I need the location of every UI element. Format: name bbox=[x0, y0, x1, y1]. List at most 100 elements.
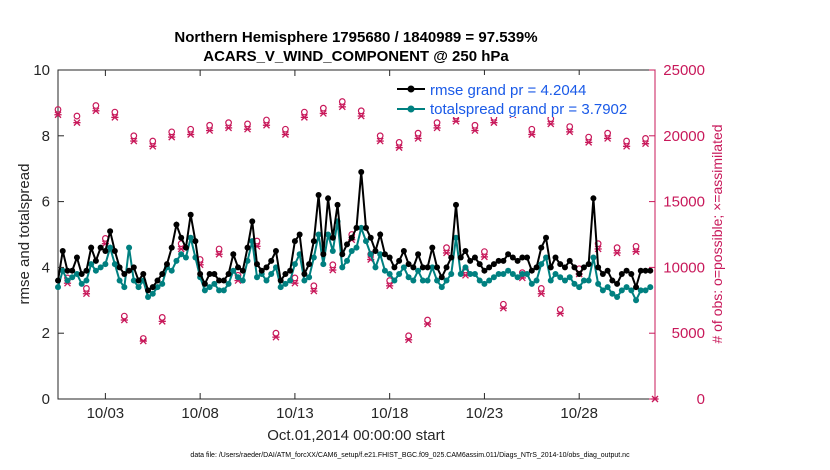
totalspread-point bbox=[320, 261, 327, 268]
obs-assimilated-point bbox=[585, 138, 593, 146]
obs-assimilated-point bbox=[499, 304, 507, 312]
totalspread-point bbox=[206, 284, 213, 291]
obs-possible-point bbox=[187, 125, 195, 133]
rmse-point bbox=[92, 257, 99, 264]
totalspread-point bbox=[618, 287, 625, 294]
rmse-point bbox=[296, 231, 303, 238]
rmse-point bbox=[538, 244, 545, 251]
totalspread-point bbox=[55, 284, 61, 291]
obs-assimilated-point bbox=[528, 131, 536, 138]
totalspread-point bbox=[230, 267, 237, 274]
totalspread-point bbox=[434, 277, 441, 284]
rmse-point bbox=[97, 244, 104, 251]
rmse-point bbox=[372, 247, 379, 254]
totalspread-point bbox=[178, 251, 185, 258]
totalspread-point bbox=[490, 274, 497, 281]
rmse-point bbox=[140, 270, 147, 277]
totalspread-point bbox=[424, 277, 431, 284]
rmse-point bbox=[614, 280, 621, 287]
totalspread-point bbox=[111, 261, 118, 268]
rmse-point bbox=[249, 218, 256, 225]
obs-assimilated-point bbox=[262, 121, 271, 129]
rmse-point bbox=[310, 238, 317, 245]
totalspread-point bbox=[609, 290, 616, 297]
obs-possible-point bbox=[537, 285, 545, 292]
rmse-point bbox=[490, 261, 497, 268]
totalspread-point bbox=[381, 267, 388, 274]
totalspread-point bbox=[102, 261, 109, 268]
x-tick-label: 10/13 bbox=[276, 405, 314, 422]
totalspread-point bbox=[121, 284, 128, 291]
totalspread-point bbox=[263, 277, 270, 284]
obs-possible-point bbox=[215, 245, 223, 253]
obs-assimilated-point bbox=[281, 131, 290, 138]
totalspread-point bbox=[201, 287, 208, 294]
obs-assimilated-point bbox=[310, 287, 318, 295]
totalspread-point bbox=[315, 231, 322, 238]
rmse-point bbox=[557, 261, 564, 268]
obs-possible-point bbox=[471, 121, 479, 129]
obs-assimilated-point bbox=[329, 266, 337, 274]
totalspread-point bbox=[291, 261, 298, 268]
totalspread-point bbox=[310, 254, 317, 261]
rmse-point bbox=[519, 254, 526, 261]
rmse-point bbox=[320, 251, 327, 258]
totalspread-point bbox=[514, 274, 521, 281]
x-tick-label: 10/28 bbox=[560, 405, 598, 422]
obs-assimilated-point bbox=[111, 113, 119, 121]
totalspread-point bbox=[220, 287, 227, 294]
obs-possible-point bbox=[481, 248, 488, 256]
totalspread-point bbox=[443, 277, 450, 284]
plot-area bbox=[57, 69, 656, 400]
rmse-point bbox=[604, 267, 611, 274]
totalspread-point bbox=[400, 264, 407, 271]
rmse-point bbox=[178, 234, 185, 241]
obs-assimilated-point bbox=[641, 140, 650, 148]
obs-assimilated-point bbox=[319, 109, 327, 117]
totalspread-point bbox=[467, 270, 474, 277]
rmse-point bbox=[59, 247, 66, 254]
obs-assimilated-point bbox=[168, 133, 176, 141]
totalspread-point bbox=[580, 277, 587, 284]
totalspread-point bbox=[614, 294, 621, 301]
totalspread-point bbox=[282, 280, 289, 287]
rmse-point bbox=[287, 267, 294, 274]
obs-possible-point bbox=[604, 129, 612, 137]
rmse-point bbox=[457, 254, 464, 261]
rmse-point bbox=[500, 257, 507, 264]
obs-assimilated-point bbox=[187, 131, 195, 138]
obs-possible-point bbox=[319, 104, 327, 112]
totalspread-point bbox=[130, 277, 137, 284]
obs-assimilated-point bbox=[300, 113, 308, 121]
legend-rmse-label: rmse grand pr = 4.2044 bbox=[430, 82, 586, 99]
rmse-point bbox=[291, 238, 298, 245]
rmse-point bbox=[386, 254, 393, 261]
rmse-point bbox=[424, 264, 431, 271]
totalspread-point bbox=[410, 277, 417, 284]
totalspread-point bbox=[415, 267, 422, 274]
obs-possible-point bbox=[206, 121, 214, 129]
y-tick-label: 2 bbox=[42, 325, 50, 342]
totalspread-point bbox=[362, 238, 369, 245]
totalspread-point bbox=[344, 257, 351, 264]
rmse-point bbox=[197, 270, 204, 277]
totalspread-point bbox=[637, 287, 644, 294]
rmse-point bbox=[182, 244, 189, 251]
rmse-point bbox=[642, 267, 649, 274]
rmse-point bbox=[329, 234, 336, 241]
obs-assimilated-point bbox=[414, 134, 422, 142]
rmse-point bbox=[391, 264, 398, 271]
rmse-point bbox=[396, 257, 403, 264]
rmse-point bbox=[277, 277, 284, 284]
x-tick-label: 10/08 bbox=[181, 405, 219, 422]
totalspread-point bbox=[396, 270, 403, 277]
totalspread-point bbox=[561, 277, 568, 284]
totalspread-point bbox=[623, 284, 630, 291]
obs-assimilated-point bbox=[54, 111, 62, 119]
x-tick-label: 10/18 bbox=[371, 405, 409, 422]
totalspread-point bbox=[543, 254, 550, 261]
totalspread-point bbox=[287, 277, 294, 284]
obs-assimilated-point bbox=[433, 124, 441, 132]
rmse-point bbox=[571, 264, 578, 271]
obs-possible-point bbox=[642, 135, 649, 142]
